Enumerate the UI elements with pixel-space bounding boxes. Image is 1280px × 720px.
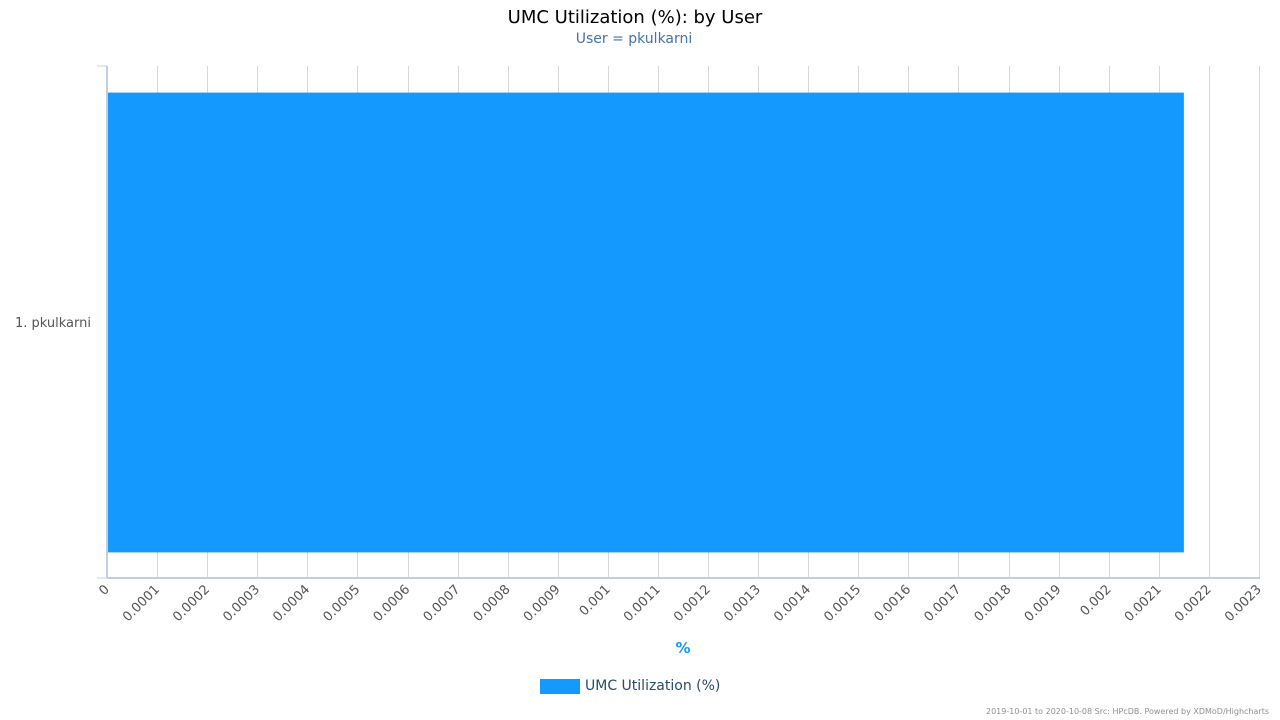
x-axis-title: % xyxy=(675,639,690,657)
x-tick-label: 0.0022 xyxy=(1172,582,1215,625)
x-tick-label: 0.002 xyxy=(1078,582,1115,619)
x-tick-label: 0.0019 xyxy=(1022,582,1065,625)
x-tick-label: 0.0014 xyxy=(771,582,814,625)
x-tick-label: 0.0012 xyxy=(671,582,714,625)
credits: 2019-10-01 to 2020-10-08 Src: HPcDB. Pow… xyxy=(986,707,1269,716)
x-tick-label: 0 xyxy=(96,582,112,598)
x-tick-label: 0.0004 xyxy=(270,582,313,625)
x-tick-label: 0.0023 xyxy=(1222,582,1265,625)
x-tick-label: 0.0013 xyxy=(721,582,764,625)
legend[interactable]: UMC Utilization (%) xyxy=(540,677,720,695)
legend-swatch xyxy=(540,678,580,694)
x-tick-label: 0.0016 xyxy=(871,582,914,625)
x-tick-label: 0.001 xyxy=(577,582,614,619)
x-tick-label: 0.0021 xyxy=(1122,582,1165,625)
y-category-label: 1. pkulkarni xyxy=(15,316,91,331)
x-tick-label: 0.0011 xyxy=(621,582,664,625)
x-tick-label: 0.0003 xyxy=(220,582,263,625)
x-tick-label: 0.0006 xyxy=(371,582,414,625)
x-tick-label: 0.0005 xyxy=(320,582,363,625)
chart-title: UMC Utilization (%): by User xyxy=(507,7,763,28)
x-tick-label: 0.0015 xyxy=(821,582,864,625)
x-tick-label: 0.0008 xyxy=(471,582,514,625)
x-tick-label: 0.0009 xyxy=(521,582,564,625)
x-tick-label: 0.0002 xyxy=(170,582,213,625)
x-tick-label: 0.0001 xyxy=(120,582,163,625)
x-tick-label: 0.0018 xyxy=(972,582,1015,625)
x-tick-label: 0.0007 xyxy=(421,582,464,625)
chart-subtitle: User = pkulkarni xyxy=(575,31,693,47)
x-tick-label: 0.0017 xyxy=(922,582,965,625)
legend-label[interactable]: UMC Utilization (%) xyxy=(585,678,721,694)
bar[interactable] xyxy=(108,92,1184,553)
